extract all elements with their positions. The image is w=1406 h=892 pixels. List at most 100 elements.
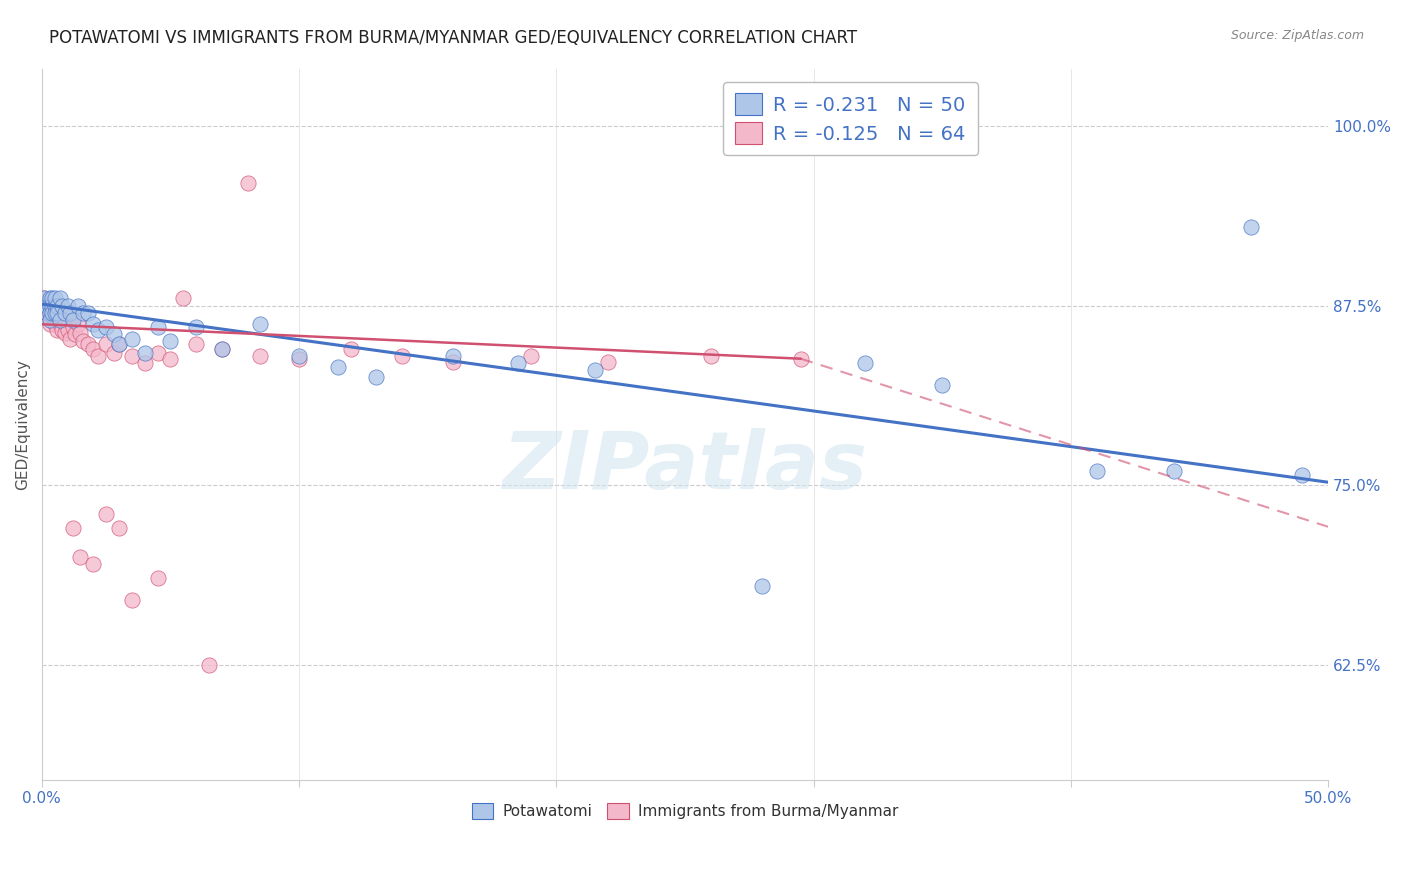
Point <box>931 377 953 392</box>
Point <box>249 349 271 363</box>
Point <box>46 306 69 320</box>
Point <box>108 521 131 535</box>
Point <box>236 177 259 191</box>
Y-axis label: GED/Equivalency: GED/Equivalency <box>15 359 30 490</box>
Point <box>34 291 56 305</box>
Point <box>38 313 60 327</box>
Point <box>51 323 73 337</box>
Point <box>146 346 169 360</box>
Point <box>77 337 100 351</box>
Point <box>82 557 104 571</box>
Point <box>46 299 69 313</box>
Point <box>108 337 131 351</box>
Point <box>66 299 89 313</box>
Point <box>38 306 60 320</box>
Point <box>41 309 63 323</box>
Point <box>94 337 117 351</box>
Point <box>56 299 79 313</box>
Point <box>87 323 110 337</box>
Point <box>519 349 541 363</box>
Point <box>121 593 143 607</box>
Point <box>38 306 60 320</box>
Point <box>596 354 619 368</box>
Point <box>35 299 58 313</box>
Point <box>441 354 464 368</box>
Point <box>44 302 66 317</box>
Point <box>66 317 89 331</box>
Point <box>211 342 233 356</box>
Point <box>65 327 87 342</box>
Point <box>51 313 73 327</box>
Text: POTAWATOMI VS IMMIGRANTS FROM BURMA/MYANMAR GED/EQUIVALENCY CORRELATION CHART: POTAWATOMI VS IMMIGRANTS FROM BURMA/MYAN… <box>49 29 858 46</box>
Point <box>72 334 94 349</box>
Point <box>38 299 60 313</box>
Point <box>38 311 60 326</box>
Point <box>790 351 813 366</box>
Point <box>82 342 104 356</box>
Point <box>853 356 876 370</box>
Point <box>49 309 72 323</box>
Point <box>103 327 125 342</box>
Point <box>121 332 143 346</box>
Point <box>34 291 56 305</box>
Point <box>211 342 233 356</box>
Point <box>159 351 181 366</box>
Point <box>49 317 72 331</box>
Point <box>249 317 271 331</box>
Point <box>134 346 156 360</box>
Point <box>1085 464 1108 478</box>
Point <box>339 342 361 356</box>
Point <box>53 306 76 320</box>
Point <box>41 306 63 320</box>
Point <box>44 291 66 305</box>
Point <box>46 306 69 320</box>
Point <box>38 291 60 305</box>
Point <box>34 299 56 313</box>
Point <box>186 337 208 351</box>
Point <box>44 299 66 313</box>
Text: Source: ZipAtlas.com: Source: ZipAtlas.com <box>1230 29 1364 42</box>
Point <box>49 313 72 327</box>
Point <box>59 332 82 346</box>
Point <box>38 299 60 313</box>
Point <box>583 363 606 377</box>
Point <box>288 349 311 363</box>
Point <box>41 299 63 313</box>
Point <box>53 326 76 340</box>
Point <box>51 299 73 313</box>
Point <box>35 295 58 310</box>
Point <box>699 349 721 363</box>
Point <box>751 579 773 593</box>
Point <box>44 299 66 313</box>
Point <box>134 356 156 370</box>
Point <box>506 356 529 370</box>
Point <box>35 306 58 320</box>
Point <box>172 291 194 305</box>
Point <box>391 349 413 363</box>
Point <box>1291 468 1313 483</box>
Point <box>46 323 69 337</box>
Point <box>94 507 117 521</box>
Legend: Potawatomi, Immigrants from Burma/Myanmar: Potawatomi, Immigrants from Burma/Myanma… <box>465 797 904 825</box>
Point <box>326 360 349 375</box>
Point <box>1240 219 1263 234</box>
Point <box>56 313 79 327</box>
Point <box>159 334 181 349</box>
Point <box>41 291 63 305</box>
Point <box>186 320 208 334</box>
Point <box>198 657 221 672</box>
Point <box>62 313 84 327</box>
Point <box>46 313 69 327</box>
Point <box>56 323 79 337</box>
Point <box>62 521 84 535</box>
Point <box>94 320 117 334</box>
Point <box>77 306 100 320</box>
Point <box>146 572 169 586</box>
Point <box>82 317 104 331</box>
Point <box>69 549 91 564</box>
Point <box>41 302 63 317</box>
Point <box>35 301 58 316</box>
Point <box>87 349 110 363</box>
Point <box>44 317 66 331</box>
Point <box>49 291 72 305</box>
